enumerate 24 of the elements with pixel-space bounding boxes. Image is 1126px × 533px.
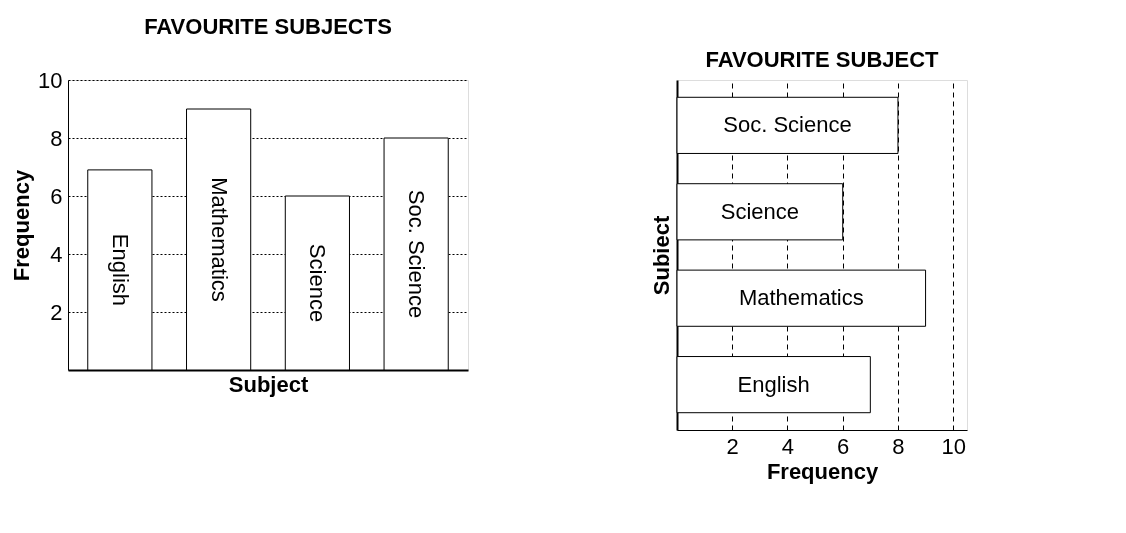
x-tick-label: 6 [837, 433, 850, 459]
category-label: Science [305, 243, 331, 323]
y-tick-label: 10 [38, 67, 63, 93]
category-label: English [737, 371, 810, 397]
x-axis-title: Frequency [766, 458, 879, 484]
x-tick-label: 10 [941, 433, 966, 459]
x-axis-title: Subject [228, 371, 309, 397]
chart-title: FAVOURITE SUBJECT [705, 47, 940, 72]
y-axis-title: Frequency [9, 169, 35, 282]
x-tick-label: 2 [726, 433, 739, 459]
y-axis-title: Subiect [648, 215, 674, 296]
y-tick-label: 6 [50, 183, 63, 209]
x-tick-label: 8 [892, 433, 905, 459]
category-label: Mathematics [206, 177, 232, 302]
y-tick-label: 2 [50, 299, 63, 325]
category-label: Soc. Science [723, 112, 852, 138]
category-label: Soc. Science [404, 189, 430, 319]
category-label: Mathematics [738, 285, 864, 311]
category-label: Science [720, 198, 799, 224]
chart-title: FAVOURITE SUBJECTS [144, 14, 392, 39]
y-tick-label: 8 [50, 125, 63, 151]
y-tick-label: 4 [50, 241, 63, 267]
category-label: English [107, 233, 133, 307]
x-tick-label: 4 [781, 433, 795, 459]
